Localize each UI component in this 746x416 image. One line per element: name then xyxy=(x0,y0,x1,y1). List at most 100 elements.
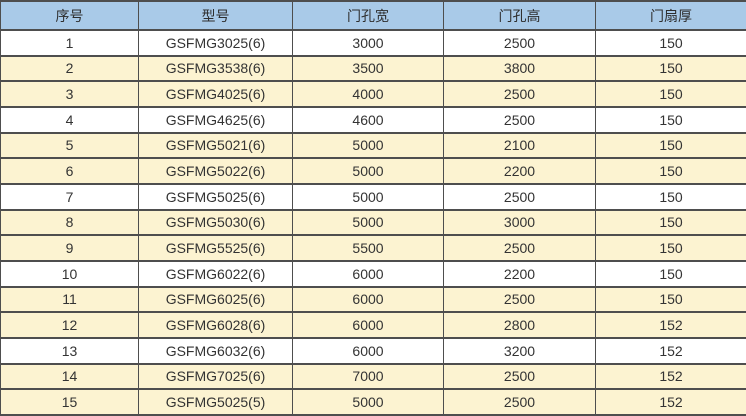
table-row: 4 GSFMG4625(6) 4600 2500 150 xyxy=(0,105,746,134)
table-cell: 2200 xyxy=(443,259,596,288)
table-cell: GSFMG6032(6) xyxy=(138,336,293,365)
table-cell: 5000 xyxy=(292,388,444,416)
table-cell: 150 xyxy=(595,259,746,288)
table-cell: 3 xyxy=(0,80,139,108)
table-cell: 150 xyxy=(595,105,746,134)
table-cell: 152 xyxy=(595,388,746,416)
table-cell: 6000 xyxy=(292,259,444,288)
table-row: 9 GSFMG5525(6) 5500 2500 150 xyxy=(0,234,746,262)
table-cell: GSFMG5022(6) xyxy=(138,157,293,185)
table-cell: GSFMG6025(6) xyxy=(138,285,293,314)
table-cell: 7 xyxy=(0,182,139,211)
table-cell: 12 xyxy=(0,311,139,339)
table-cell: GSFMG6022(6) xyxy=(138,259,293,288)
table-cell: 11 xyxy=(0,285,139,314)
table-row: 2 GSFMG3538(6) 3500 3800 150 xyxy=(0,54,746,83)
header-row: 序号 型号 门孔宽 门孔高 门扇厚 xyxy=(0,0,746,31)
column-header-door-opening-height: 门孔高 xyxy=(443,0,596,31)
table-cell: 3500 xyxy=(292,54,444,83)
table-cell: 5000 xyxy=(292,208,444,237)
table-cell: 15 xyxy=(0,388,139,416)
table-cell: 5 xyxy=(0,131,139,160)
column-header-door-leaf-thickness: 门扇厚 xyxy=(595,0,746,31)
table-cell: 152 xyxy=(595,362,746,391)
table-cell: 5000 xyxy=(292,131,444,160)
table-cell: 152 xyxy=(595,336,746,365)
table-cell: GSFMG5025(5) xyxy=(138,388,293,416)
table-cell: GSFMG4025(6) xyxy=(138,80,293,108)
column-header-door-opening-width: 门孔宽 xyxy=(292,0,444,31)
table-cell: 13 xyxy=(0,336,139,365)
table-cell: 150 xyxy=(595,54,746,83)
table-cell: 150 xyxy=(595,234,746,262)
table-body: 1 GSFMG3025(6) 3000 2500 150 2 GSFMG3538(6) 350… xyxy=(0,29,746,416)
table-row: 10 GSFMG6022(6) 6000 2200 150 xyxy=(0,259,746,288)
table-cell: 2500 xyxy=(443,285,596,314)
table-cell: 14 xyxy=(0,362,139,391)
table-cell: GSFMG3538(6) xyxy=(138,54,293,83)
table-cell: 6 xyxy=(0,157,139,185)
column-header-model: 型号 xyxy=(138,0,293,31)
table-cell: 3800 xyxy=(443,54,596,83)
table-cell: 9 xyxy=(0,234,139,262)
table-cell: 4600 xyxy=(292,105,444,134)
table-row: 12 GSFMG6028(6) 6000 2800 152 xyxy=(0,311,746,339)
table-cell: 150 xyxy=(595,208,746,237)
table-row: 13 GSFMG6032(6) 6000 3200 152 xyxy=(0,336,746,365)
table-cell: 5500 xyxy=(292,234,444,262)
table-cell: 150 xyxy=(595,285,746,314)
column-header-serial-number: 序号 xyxy=(0,0,139,31)
table-cell: 3200 xyxy=(443,336,596,365)
table-cell: 5000 xyxy=(292,182,444,211)
table-cell: 8 xyxy=(0,208,139,237)
table-cell: 3000 xyxy=(292,29,444,57)
table-cell: 7000 xyxy=(292,362,444,391)
table-cell: 6000 xyxy=(292,336,444,365)
table-row: 15 GSFMG5025(5) 5000 2500 152 xyxy=(0,388,746,416)
table-cell: 2500 xyxy=(443,80,596,108)
table-cell: 150 xyxy=(595,182,746,211)
table-cell: 10 xyxy=(0,259,139,288)
table-row: 8 GSFMG5030(6) 5000 3000 150 xyxy=(0,208,746,237)
table-cell: 2500 xyxy=(443,362,596,391)
table-cell: 2 xyxy=(0,54,139,83)
table-cell: GSFMG5021(6) xyxy=(138,131,293,160)
table-row: 14 GSFMG7025(6) 7000 2500 152 xyxy=(0,362,746,391)
table-cell: GSFMG7025(6) xyxy=(138,362,293,391)
table-cell: 4 xyxy=(0,105,139,134)
table-cell: 150 xyxy=(595,29,746,57)
table-cell: 2500 xyxy=(443,105,596,134)
table-row: 7 GSFMG5025(6) 5000 2500 150 xyxy=(0,182,746,211)
table-cell: 2500 xyxy=(443,234,596,262)
table-cell: 150 xyxy=(595,131,746,160)
table-cell: 2500 xyxy=(443,29,596,57)
table-cell: 4000 xyxy=(292,80,444,108)
table-cell: 2100 xyxy=(443,131,596,160)
table-row: 6 GSFMG5022(6) 5000 2200 150 xyxy=(0,157,746,185)
table-cell: 2800 xyxy=(443,311,596,339)
table-cell: 5000 xyxy=(292,157,444,185)
table-cell: 1 xyxy=(0,29,139,57)
table-cell: GSFMG6028(6) xyxy=(138,311,293,339)
table-cell: 152 xyxy=(595,311,746,339)
table-cell: 2200 xyxy=(443,157,596,185)
table-cell: 150 xyxy=(595,157,746,185)
table-cell: GSFMG4625(6) xyxy=(138,105,293,134)
table-cell: 3000 xyxy=(443,208,596,237)
table-header: 序号 型号 门孔宽 门孔高 门扇厚 xyxy=(0,0,746,31)
table-cell: 2500 xyxy=(443,182,596,211)
table-cell: 6000 xyxy=(292,285,444,314)
table-row: 11 GSFMG6025(6) 6000 2500 150 xyxy=(0,285,746,314)
table-row: 1 GSFMG3025(6) 3000 2500 150 xyxy=(0,29,746,57)
table-cell: GSFMG3025(6) xyxy=(138,29,293,57)
table-row: 3 GSFMG4025(6) 4000 2500 150 xyxy=(0,80,746,108)
table-row: 5 GSFMG5021(6) 5000 2100 150 xyxy=(0,131,746,160)
table-cell: GSFMG5025(6) xyxy=(138,182,293,211)
table-cell: GSFMG5525(6) xyxy=(138,234,293,262)
table-cell: 2500 xyxy=(443,388,596,416)
table-cell: 6000 xyxy=(292,311,444,339)
table-cell: GSFMG5030(6) xyxy=(138,208,293,237)
table-cell: 150 xyxy=(595,80,746,108)
